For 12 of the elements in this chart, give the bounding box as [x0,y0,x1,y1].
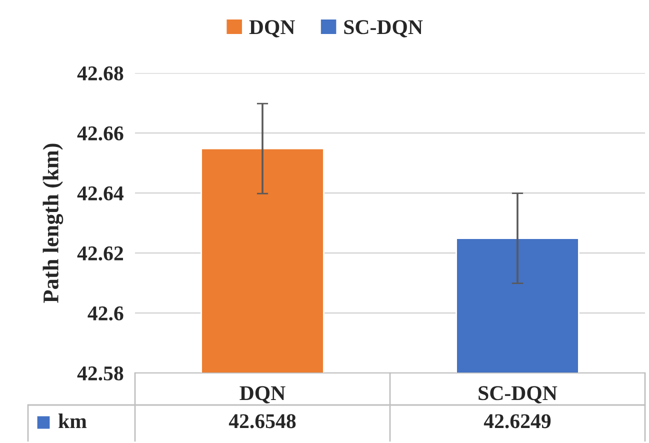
text: km [58,414,87,428]
legend-label: DQN [249,20,295,38]
y-tick-label: 42.68 [77,66,124,81]
y-axis-title: Path length (km) [42,144,64,303]
y-tick-label: 42.66 [77,126,124,141]
data-label: 42.6548 [228,414,296,428]
y-tick-label: 42.58 [77,366,124,381]
legend-label: SC-DQN [344,20,423,38]
y-tick-label: 42.62 [77,246,123,261]
y-tick-label: 42.64 [77,186,124,201]
y-tick-label: 42.6 [88,306,124,321]
data-label: 42.6249 [484,414,551,428]
